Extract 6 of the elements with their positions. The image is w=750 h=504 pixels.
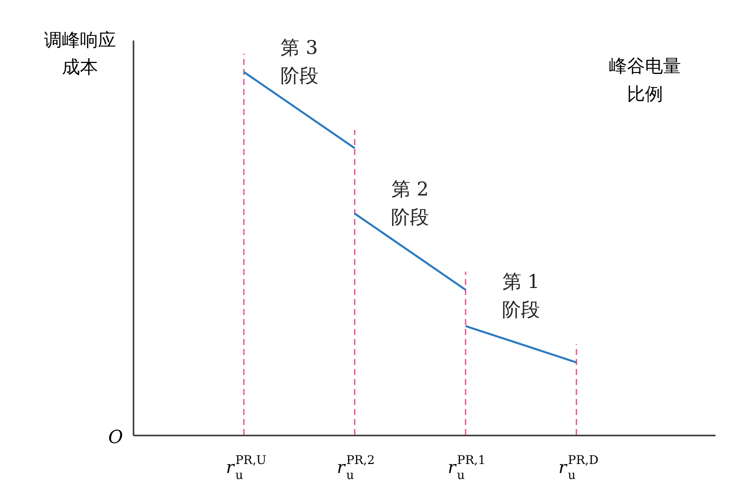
y-axis-title: 调峰响应成本 bbox=[44, 30, 116, 78]
series-label: 第 1 阶段 bbox=[502, 271, 540, 322]
series-label: 第 2 阶段 bbox=[391, 178, 430, 229]
x-axis-title: 峰谷电量比例 bbox=[609, 56, 681, 105]
text: O bbox=[108, 427, 124, 448]
series-label: 第 3 阶段 bbox=[280, 37, 318, 88]
